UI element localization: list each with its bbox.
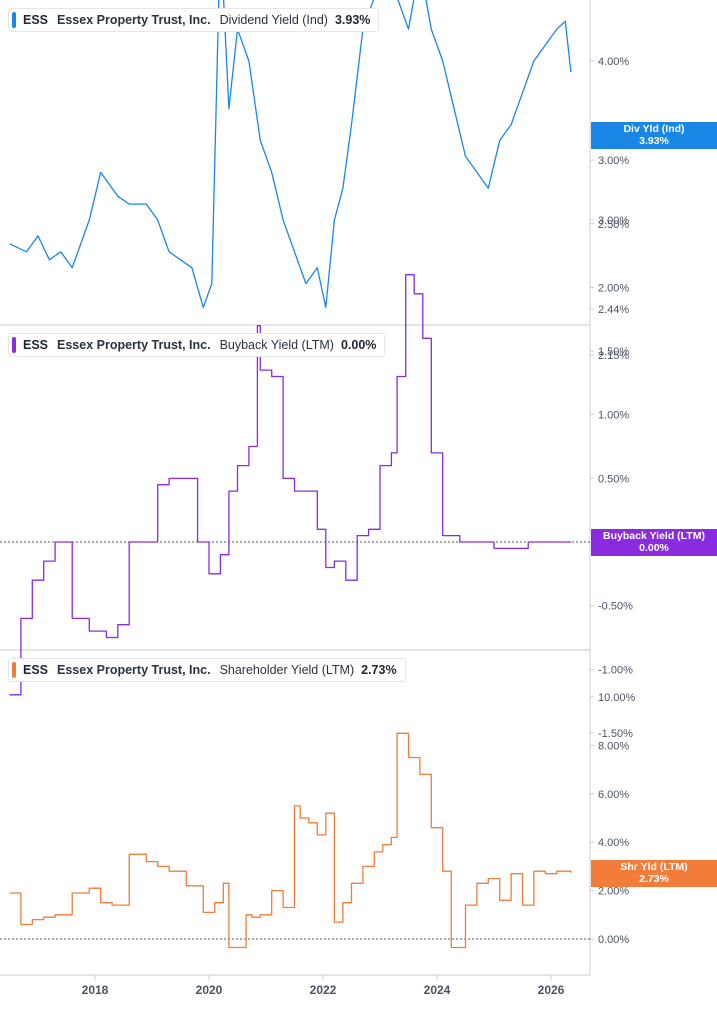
last-value-tag-dividend: Div Yld (Ind) 3.93% bbox=[591, 122, 717, 149]
y-tick-label: 1.00% bbox=[598, 410, 629, 422]
y-tick-label: 4.00% bbox=[598, 56, 629, 68]
y-tick-label: 0.00% bbox=[598, 934, 629, 946]
legend-metric: Buyback Yield (LTM) bbox=[219, 338, 334, 352]
tag-label: Div Yld (Ind) bbox=[623, 123, 685, 135]
tag-value: 2.73% bbox=[639, 873, 669, 885]
dividend-yield-line bbox=[9, 0, 572, 309]
y-tick-label: 1.50% bbox=[598, 346, 629, 358]
x-tick-label: 2018 bbox=[82, 983, 109, 997]
legend-ticker: ESS bbox=[23, 663, 49, 677]
y-tick-label: -0.50% bbox=[598, 601, 633, 613]
tag-value: 0.00% bbox=[639, 542, 669, 554]
legend-metric: Shareholder Yield (LTM) bbox=[219, 663, 355, 677]
y-tick-label: 0.50% bbox=[598, 473, 629, 485]
x-tick-label: 2024 bbox=[424, 983, 451, 997]
y-tick-label: -1.50% bbox=[598, 728, 633, 740]
y-tick-label: 2.00% bbox=[598, 282, 629, 294]
legend-swatch bbox=[12, 662, 16, 678]
legend-metric: Dividend Yield (Ind) bbox=[219, 13, 328, 27]
tag-value: 3.93% bbox=[639, 135, 669, 147]
y-tick-label: 2.00% bbox=[598, 886, 629, 898]
legend-company: Essex Property Trust, Inc. bbox=[57, 663, 211, 677]
legend-ticker: ESS bbox=[23, 338, 49, 352]
y-tick-label: 3.00% bbox=[598, 155, 629, 167]
legend-value: 0.00% bbox=[340, 338, 377, 352]
y-tick-label: 4.00% bbox=[598, 837, 629, 849]
y-tick-label: 2.50% bbox=[598, 219, 629, 231]
legend-swatch bbox=[12, 12, 16, 28]
shareholder-yield-line bbox=[9, 732, 572, 949]
legend-value: 3.93% bbox=[334, 13, 371, 27]
last-value-tag-shareholder: Shr Yld (LTM) 2.73% bbox=[591, 860, 717, 887]
legend-company: Essex Property Trust, Inc. bbox=[57, 13, 211, 27]
legend-swatch bbox=[12, 337, 16, 353]
y-tick-label: 2.44% bbox=[598, 304, 629, 316]
y-tick-label: 3.00% bbox=[598, 215, 629, 227]
y-tick-label: -1.00% bbox=[598, 664, 633, 676]
last-value-tag-buyback: Buyback Yield (LTM) 0.00% bbox=[591, 529, 717, 556]
tag-label: Buyback Yield (LTM) bbox=[603, 530, 705, 542]
legend-value: 2.73% bbox=[361, 663, 397, 677]
legend-buyback-yield[interactable]: ESS Essex Property Trust, Inc. Buyback Y… bbox=[8, 333, 386, 357]
legend-company: Essex Property Trust, Inc. bbox=[57, 338, 211, 352]
legend-shareholder-yield[interactable]: ESS Essex Property Trust, Inc. Sharehold… bbox=[8, 658, 406, 682]
x-tick-label: 2020 bbox=[196, 983, 223, 997]
tag-label: Shr Yld (LTM) bbox=[620, 861, 688, 873]
y-tick-label: 8.00% bbox=[598, 740, 629, 752]
legend-ticker: ESS bbox=[23, 13, 49, 27]
x-tick-label: 2026 bbox=[538, 983, 565, 997]
y-tick-label: 6.00% bbox=[598, 789, 629, 801]
legend-dividend-yield[interactable]: ESS Essex Property Trust, Inc. Dividend … bbox=[8, 8, 380, 32]
y-tick-label: 2.15% bbox=[598, 350, 629, 362]
buyback-yield-line bbox=[9, 274, 571, 696]
x-tick-label: 2022 bbox=[310, 983, 337, 997]
y-tick-label: 10.00% bbox=[598, 692, 636, 704]
